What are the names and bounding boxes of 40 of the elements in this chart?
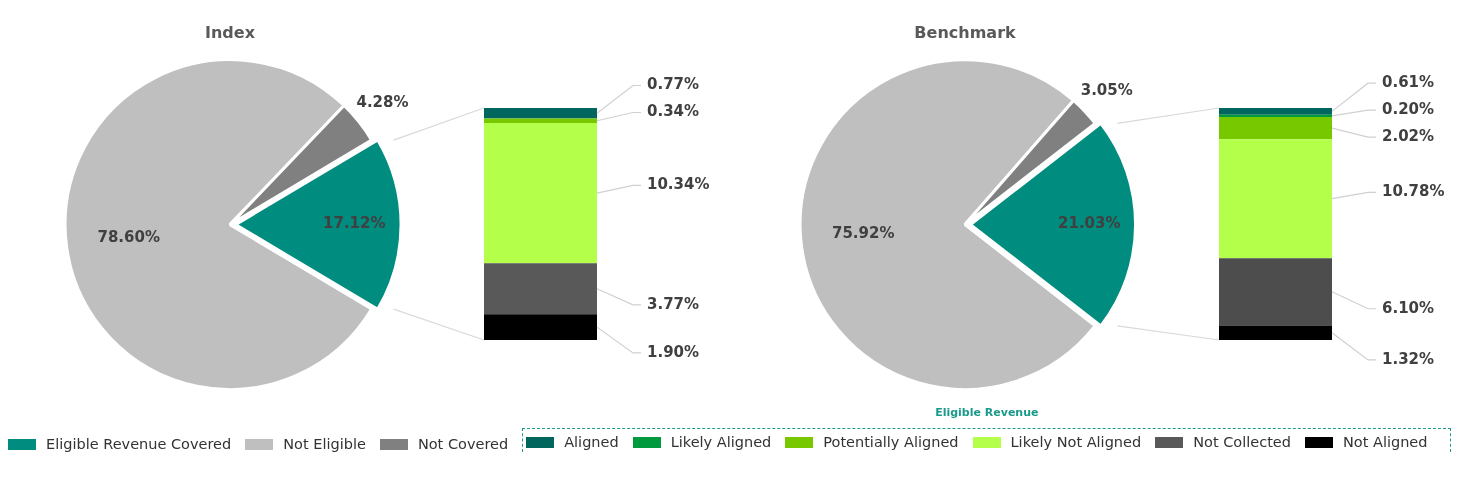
data-label: 78.60%: [97, 228, 160, 247]
data-label: 6.10%: [1382, 298, 1435, 317]
bar: [1219, 258, 1332, 326]
legend-label: Likely Aligned: [670, 434, 772, 450]
data-label: 2.02%: [1382, 127, 1435, 146]
bar: [484, 118, 597, 124]
bar: [484, 314, 597, 340]
data-label: 1.90%: [647, 342, 700, 361]
bar: [484, 123, 597, 264]
data-label: 0.61%: [1382, 73, 1435, 92]
data-label: 0.20%: [1382, 100, 1435, 119]
data-label: 10.34%: [647, 175, 710, 194]
legend-label: Eligible Revenue Covered: [46, 436, 232, 452]
data-label: 21.03%: [1058, 214, 1121, 233]
legend-label: Not Covered: [417, 436, 509, 452]
legend-label: Not Collected: [1193, 434, 1291, 450]
data-label: 17.12%: [323, 214, 386, 233]
data-label: 0.34%: [647, 102, 700, 121]
bar: [1219, 139, 1332, 259]
data-label: 1.32%: [1382, 349, 1435, 368]
chart-title: Index: [205, 22, 256, 42]
legend-title: Eligible Revenue: [934, 406, 1040, 419]
bar: [1219, 108, 1332, 115]
legend-label: Potentially Aligned: [823, 434, 959, 450]
bar: [1219, 116, 1332, 140]
bar: [484, 263, 597, 315]
data-label: 3.05%: [1080, 80, 1133, 99]
chart-title: Benchmark: [914, 22, 1017, 42]
data-label: 0.77%: [647, 75, 700, 94]
data-label: 3.77%: [647, 294, 700, 313]
bar: [1219, 114, 1332, 117]
legend-label: Not Eligible: [283, 436, 366, 452]
bar: [1219, 325, 1332, 340]
legend-label: Aligned: [564, 434, 619, 450]
bar: [484, 108, 597, 119]
legend-label: Not Aligned: [1342, 434, 1428, 450]
data-label: 10.78%: [1382, 182, 1445, 201]
data-label: 75.92%: [831, 224, 895, 243]
legend-label: Likely Not Aligned: [1010, 434, 1142, 450]
data-label: 4.28%: [356, 93, 409, 112]
